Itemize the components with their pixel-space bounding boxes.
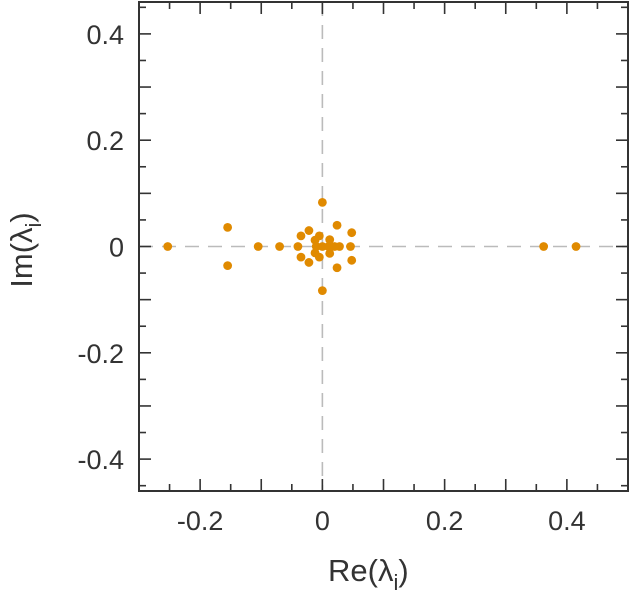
data-point	[539, 242, 549, 251]
data-point	[317, 197, 327, 207]
data-point	[293, 242, 303, 251]
data-point	[253, 242, 263, 251]
data-point	[347, 255, 357, 265]
data-point	[332, 263, 342, 273]
data-point	[311, 242, 321, 251]
y-axis-label: Im(λi)	[4, 212, 46, 287]
plot-frame	[138, 1, 629, 492]
zero-lines	[139, 2, 628, 491]
data-point	[314, 252, 324, 262]
data-point	[325, 249, 335, 258]
data-point	[296, 252, 306, 262]
data-point	[347, 228, 357, 238]
y-tick-label: -0.2	[77, 339, 124, 369]
data-point	[304, 226, 314, 235]
data-point	[332, 220, 342, 230]
data-point	[317, 242, 327, 251]
data-point	[346, 242, 355, 251]
data-point	[335, 242, 344, 251]
data-point	[314, 231, 324, 241]
data-point	[571, 242, 581, 251]
y-tick-label: -0.4	[77, 445, 124, 475]
data-point	[317, 286, 327, 296]
data-point	[304, 258, 314, 267]
x-tick-label: 0.4	[548, 506, 586, 536]
x-axis-label: Re(λi)	[328, 553, 409, 595]
x-tick-label: -0.2	[177, 506, 224, 536]
y-tick-label: 0	[109, 233, 124, 263]
data-point	[324, 242, 333, 251]
x-tick-label: 0	[315, 506, 330, 536]
y-tick-label: 0.4	[86, 20, 124, 50]
tick-labels: -0.2 0 0.2 0.4 0.4 0.2 0 -0.2 -0.4	[77, 20, 585, 536]
axis-ticks	[138, 2, 629, 491]
data-point	[163, 242, 173, 251]
data-point	[223, 261, 233, 271]
data-point	[325, 235, 335, 244]
data-point	[275, 242, 284, 251]
data-point	[223, 222, 233, 232]
data-points	[163, 197, 581, 296]
x-tick-label: 0.2	[426, 506, 464, 536]
y-tick-label: 0.2	[86, 126, 124, 156]
data-point	[296, 231, 306, 241]
